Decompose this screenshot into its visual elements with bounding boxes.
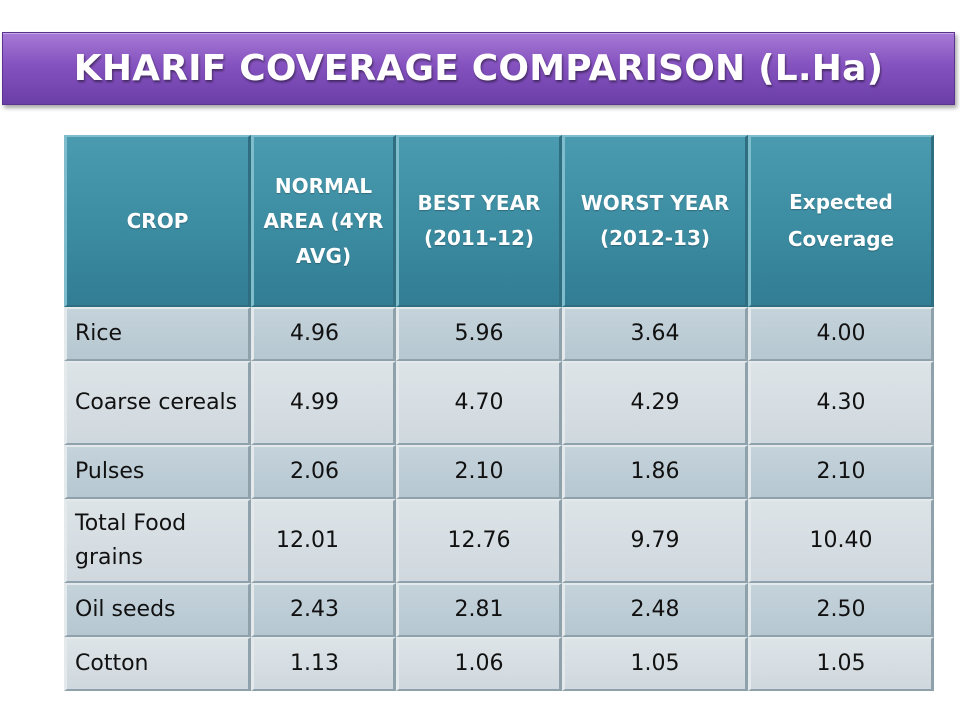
header-expected-coverage: Expected Coverage: [748, 135, 934, 307]
cell-worst: 1.05: [562, 637, 748, 691]
cell-crop: Coarse cereals: [64, 361, 251, 445]
cell-crop: Cotton: [64, 637, 251, 691]
header-crop: CROP: [64, 135, 251, 307]
cell-expected: 2.10: [748, 445, 934, 499]
header-best-year: BEST YEAR (2011-12): [396, 135, 562, 307]
cell-best: 1.06: [396, 637, 562, 691]
cell-crop: Total Food grains: [64, 499, 251, 583]
coverage-table-container: CROP NORMAL AREA (4YR AVG) BEST YEAR (20…: [64, 135, 934, 691]
coverage-table: CROP NORMAL AREA (4YR AVG) BEST YEAR (20…: [64, 135, 934, 691]
cell-crop: Rice: [64, 307, 251, 361]
cell-expected: 10.40: [748, 499, 934, 583]
table-row: Coarse cereals 4.99 4.70 4.29 4.30: [64, 361, 934, 445]
header-normal-area: NORMAL AREA (4YR AVG): [251, 135, 396, 307]
cell-best: 4.70: [396, 361, 562, 445]
cell-expected: 2.50: [748, 583, 934, 637]
cell-worst: 2.48: [562, 583, 748, 637]
cell-best: 2.81: [396, 583, 562, 637]
cell-normal: 4.99: [251, 361, 396, 445]
cell-normal: 4.96: [251, 307, 396, 361]
cell-expected: 1.05: [748, 637, 934, 691]
cell-worst: 4.29: [562, 361, 748, 445]
cell-worst: 1.86: [562, 445, 748, 499]
cell-worst: 9.79: [562, 499, 748, 583]
table-row: Rice 4.96 5.96 3.64 4.00: [64, 307, 934, 361]
table-header-row: CROP NORMAL AREA (4YR AVG) BEST YEAR (20…: [64, 135, 934, 307]
cell-best: 12.76: [396, 499, 562, 583]
cell-normal: 12.01: [251, 499, 396, 583]
table-row: Cotton 1.13 1.06 1.05 1.05: [64, 637, 934, 691]
cell-crop: Pulses: [64, 445, 251, 499]
table-row: Total Food grains 12.01 12.76 9.79 10.40: [64, 499, 934, 583]
slide-title: KHARIF COVERAGE COMPARISON (L.Ha): [73, 48, 884, 89]
cell-normal: 2.06: [251, 445, 396, 499]
table-row: Pulses 2.06 2.10 1.86 2.10: [64, 445, 934, 499]
cell-crop: Oil seeds: [64, 583, 251, 637]
cell-best: 2.10: [396, 445, 562, 499]
cell-normal: 2.43: [251, 583, 396, 637]
cell-worst: 3.64: [562, 307, 748, 361]
header-worst-year: WORST YEAR (2012-13): [562, 135, 748, 307]
cell-expected: 4.30: [748, 361, 934, 445]
cell-expected: 4.00: [748, 307, 934, 361]
cell-normal: 1.13: [251, 637, 396, 691]
table-row: Oil seeds 2.43 2.81 2.48 2.50: [64, 583, 934, 637]
title-banner: KHARIF COVERAGE COMPARISON (L.Ha): [2, 32, 955, 105]
cell-best: 5.96: [396, 307, 562, 361]
